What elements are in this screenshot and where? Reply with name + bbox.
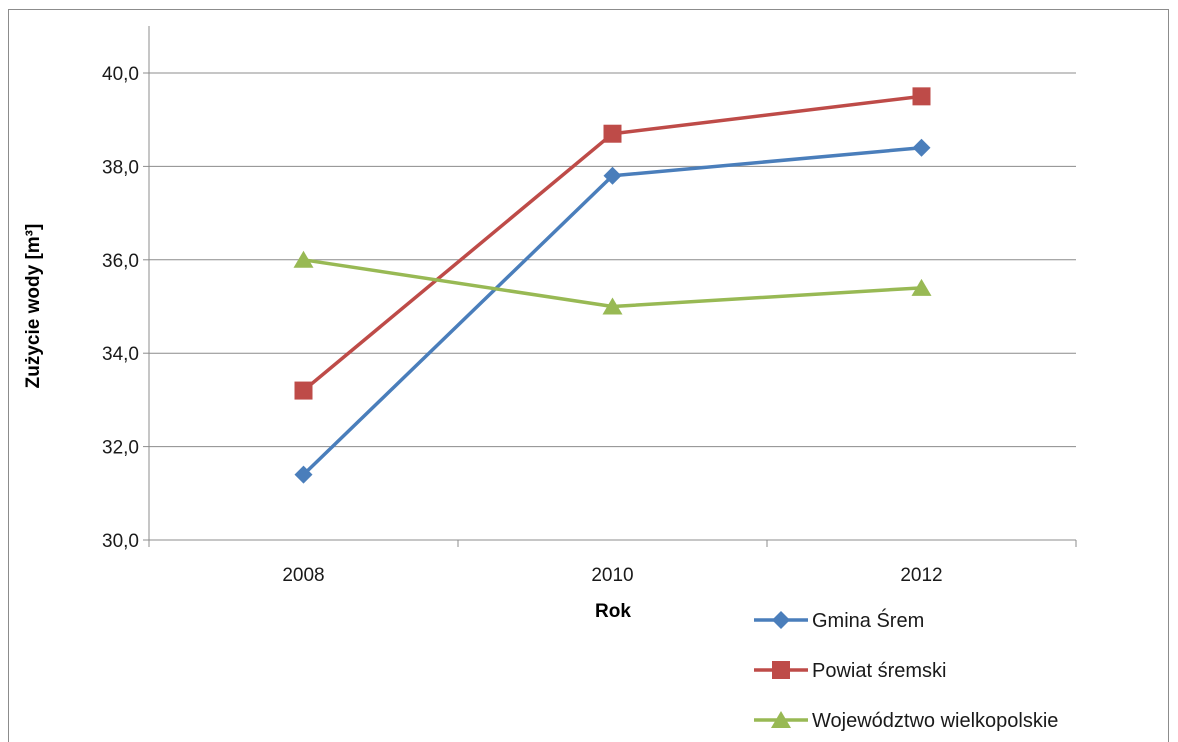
x-tick-label: 2010 [591,565,633,586]
axes [143,26,1077,547]
legend-marker [772,611,790,629]
y-axis-title: Zużycie wody [m³] [23,224,44,389]
data-point [603,166,622,185]
y-tick-label: 36,0 [102,251,139,272]
y-tick-labels: 30,0 32,0 34,0 36,0 38,0 40,0 [102,64,139,552]
data-point [294,381,313,400]
legend-item: Powiat śremski [754,660,946,682]
y-tick-label: 34,0 [102,344,139,365]
y-tick-label: 30,0 [102,531,139,552]
legend-item: Województwo wielkopolskie [754,710,1058,732]
data-point [294,465,313,484]
data-point [293,250,314,268]
y-tick-label: 32,0 [102,438,139,459]
legend-label: Gmina Śrem [812,608,924,632]
data-point [911,278,932,296]
data-point [912,87,931,106]
x-tick-label: 2008 [282,565,324,586]
legend-label: Powiat śremski [812,660,946,682]
y-tick-label: 38,0 [102,157,139,178]
legend-marker [771,711,791,728]
y-tick-label: 40,0 [102,64,139,85]
chart-frame [8,9,1169,742]
legend-marker [772,661,790,679]
data-point [912,138,931,157]
legend-label: Województwo wielkopolskie [812,710,1058,732]
x-tick-label: 2012 [900,565,942,586]
series-lines [302,94,922,476]
legend: Gmina Śrem Powiat śremski Województwo wiel… [754,608,1058,732]
data-point [603,124,622,143]
data-point [602,297,623,315]
x-tick-labels: 2008 2010 2012 [282,565,942,586]
legend-item: Gmina Śrem [754,608,924,632]
series-markers [293,87,932,484]
x-axis-title: Rok [595,601,631,622]
